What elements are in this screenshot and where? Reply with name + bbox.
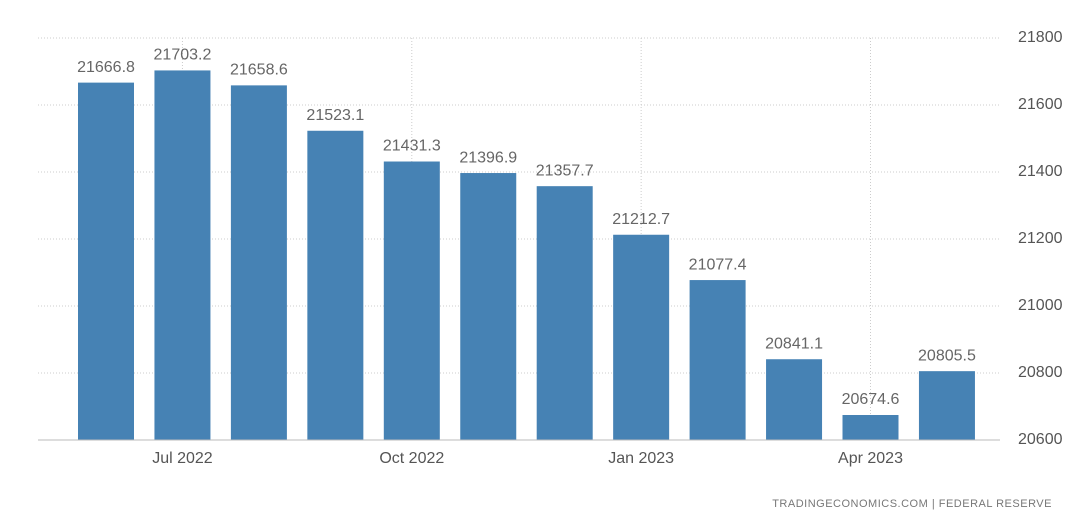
y-tick-label: 21600 (1018, 96, 1063, 113)
value-label: 21523.1 (306, 107, 364, 124)
y-tick-label: 20800 (1018, 364, 1063, 381)
y-tick-label: 20600 (1018, 431, 1063, 448)
value-label: 21703.2 (154, 47, 212, 64)
value-label: 21357.7 (536, 162, 594, 179)
value-label: 20841.1 (765, 335, 823, 352)
y-tick-label: 21000 (1018, 297, 1063, 314)
value-label: 21666.8 (77, 59, 135, 76)
value-label: 21431.3 (383, 138, 441, 155)
y-tick-label: 21200 (1018, 230, 1063, 247)
x-tick-label: Oct 2022 (379, 450, 444, 467)
x-tick-label: Jan 2023 (608, 450, 674, 467)
value-label: 20674.6 (842, 391, 900, 408)
bar (766, 359, 823, 440)
value-label: 21658.6 (230, 62, 288, 79)
bar (383, 161, 440, 440)
y-tick-label: 21800 (1018, 29, 1063, 46)
y-tick-label: 21400 (1018, 163, 1063, 180)
bar (307, 130, 364, 440)
source: TRADINGECONOMICS.COM | FEDERAL RESERVE (772, 498, 1052, 510)
bar (689, 280, 746, 440)
value-label: 21077.4 (689, 256, 747, 273)
bar (78, 82, 134, 440)
bar (842, 415, 899, 440)
value-label: 21212.7 (612, 211, 670, 228)
bar (918, 371, 975, 440)
value-label: 21396.9 (459, 149, 517, 166)
bar (536, 186, 593, 440)
x-tick-label: Jul 2022 (152, 450, 213, 467)
bar (613, 234, 670, 440)
bar (154, 70, 211, 440)
bar (460, 173, 517, 440)
x-tick-label: Apr 2023 (838, 450, 903, 467)
bar (230, 85, 287, 440)
value-label: 20805.5 (918, 347, 976, 364)
